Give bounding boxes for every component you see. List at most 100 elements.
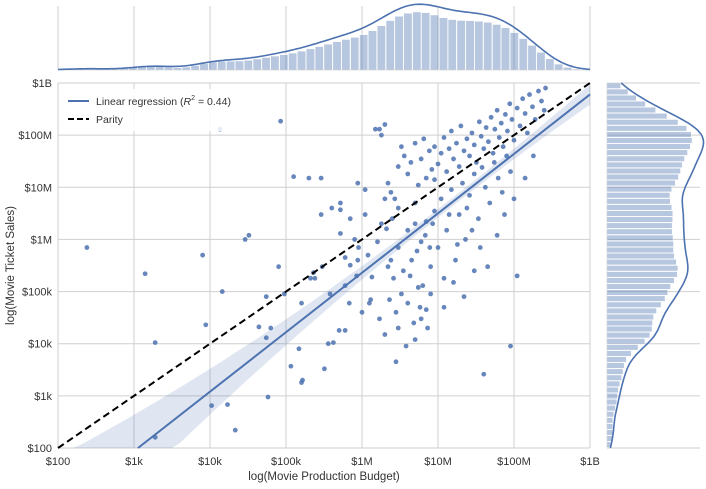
scatter-point [318, 212, 324, 217]
legend-parity-label: Parity [96, 114, 124, 126]
scatter-point [417, 304, 423, 310]
x-marginal-bar [394, 16, 404, 71]
legend: Linear regression (R2 = 0.44) Parity [62, 89, 242, 131]
scatter-point [84, 245, 90, 250]
scatter-point [256, 324, 262, 330]
scatter-point [346, 300, 352, 306]
scatter-point [485, 264, 491, 270]
y-marginal-bar [606, 350, 632, 357]
x-marginal-bar [190, 65, 200, 71]
scatter-point [477, 245, 483, 250]
y-marginal-bar [606, 107, 656, 113]
y-marginal-bar [606, 356, 627, 363]
y-marginal-bar [606, 234, 674, 241]
y-marginal-bar [606, 253, 675, 259]
y-marginal-bar [606, 271, 678, 278]
x-marginal-bar [474, 21, 484, 71]
scatter-point [342, 255, 348, 260]
x-marginal-bar [412, 11, 422, 71]
legend-regression-prefix: Linear regression ( [96, 96, 184, 108]
scatter-point [499, 189, 505, 195]
y-marginal-bar [606, 240, 674, 247]
scatter-point [407, 273, 413, 279]
y-marginal-bar [606, 283, 671, 290]
scatter-point [530, 104, 535, 110]
scatter-point [482, 184, 488, 190]
scatter-point [428, 264, 434, 270]
x-marginal-bar [323, 44, 333, 71]
main-scatter-plot: $100 $1k $10k $100k $1M $10M $100M $1B $100 $1k $… [5, 78, 600, 483]
scatter-point [382, 332, 388, 337]
scatter-point [502, 111, 508, 117]
y-marginal-bar [606, 82, 621, 89]
scatter-point [296, 346, 302, 352]
scatter-point [511, 196, 517, 202]
scatter-point [401, 153, 407, 159]
scatter-point [365, 252, 371, 258]
regression-line [137, 93, 591, 449]
scatter-point [481, 146, 487, 152]
x-marginal-bar [545, 58, 555, 71]
scatter-point [498, 120, 504, 126]
scatter-point [263, 294, 269, 300]
y-marginal-bar [606, 88, 629, 95]
scatter-point [502, 212, 507, 217]
scatter-point [475, 216, 481, 222]
x-marginal-bar [456, 20, 466, 71]
y-marginal-bar [606, 362, 625, 369]
y-marginal-bar [606, 338, 646, 345]
x-marginal-bar [518, 38, 528, 71]
x-tick-label: $100 [46, 456, 70, 468]
y-marginal-bar [606, 94, 637, 101]
x-marginal-bar [572, 68, 581, 71]
scatter-point [352, 237, 358, 242]
y-marginal-histogram [606, 82, 705, 449]
scatter-point [467, 153, 472, 159]
scatter-point [455, 242, 460, 247]
scatter-point [508, 343, 513, 349]
scatter-point [508, 169, 513, 174]
x-tick-label: $1M [351, 456, 372, 468]
y-marginal-bar [606, 101, 646, 107]
scatter-point [514, 105, 520, 111]
x-marginal-bar [252, 58, 262, 71]
scatter-point [441, 275, 447, 281]
scatter-point [446, 212, 452, 217]
y-marginal-bar [606, 380, 621, 387]
y-tick-label: $1B [32, 78, 52, 90]
x-marginal-bar [377, 25, 386, 71]
y-marginal-bar [606, 423, 614, 430]
scatter-point [531, 153, 536, 159]
scatter-point [355, 180, 361, 186]
x-marginal-bar [385, 20, 395, 71]
scatter-point [471, 171, 477, 177]
scatter-point [448, 128, 454, 134]
scatter-point [423, 175, 429, 181]
scatter-point [479, 165, 485, 170]
y-marginal-bar [606, 393, 618, 399]
scatter-point [412, 337, 418, 342]
scatter-point [408, 160, 414, 165]
y-marginal-bar [606, 301, 662, 308]
scatter-point [469, 130, 475, 136]
scatter-point [355, 257, 361, 263]
scatter-point [427, 245, 433, 250]
y-marginal-bar [606, 265, 679, 272]
scatter-point [246, 232, 252, 238]
scatter-point [451, 279, 456, 285]
x-marginal-bar [243, 60, 253, 71]
y-marginal-bar [606, 344, 639, 351]
y-axis-label: log(Movie Ticket Sales) [5, 206, 17, 325]
scatter-point [415, 182, 421, 188]
x-marginal-bar [297, 50, 306, 71]
scatter-point [441, 135, 447, 140]
scatter-point [375, 239, 380, 245]
x-tick-label: $1k [125, 456, 143, 468]
legend-regression-sup: 2 [191, 95, 195, 102]
scatter-point [509, 117, 515, 122]
y-marginal-bar [606, 119, 679, 126]
scatter-point [299, 300, 304, 306]
scatter-point [369, 274, 375, 280]
y-marginal-bar [606, 429, 614, 436]
x-marginal-bar [554, 63, 563, 71]
